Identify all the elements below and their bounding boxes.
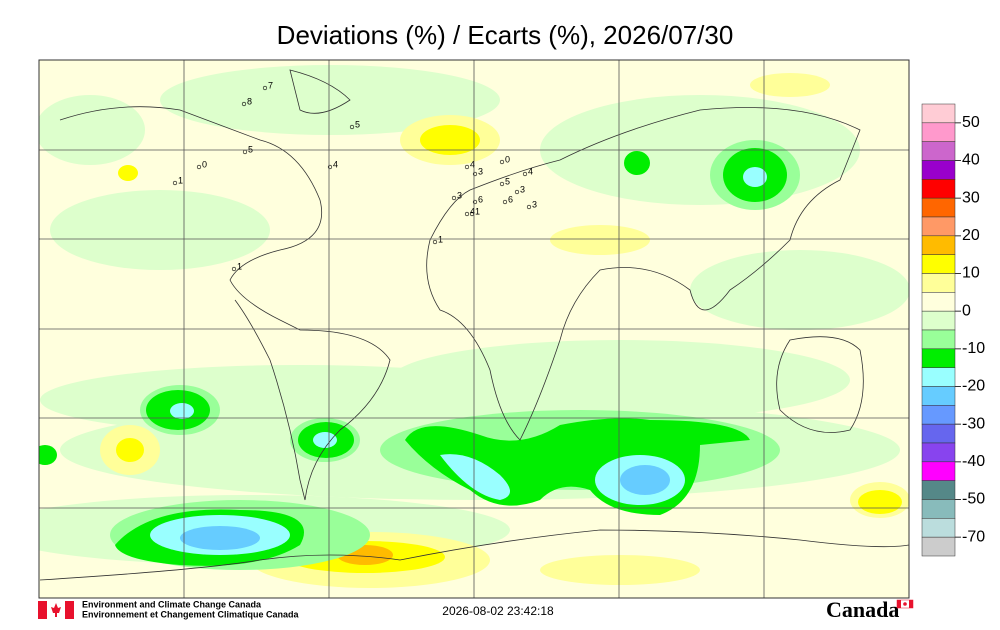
station-marker (349, 124, 355, 130)
station-marker (464, 164, 470, 170)
colorbar-cell (921, 122, 956, 142)
station-marker (432, 239, 438, 245)
station-marker (526, 204, 532, 210)
station-label: 1 (237, 261, 242, 271)
station-marker (464, 211, 470, 217)
station-label: 1 (178, 175, 183, 185)
colorbar-cell (921, 442, 956, 463)
colorbar-cell (921, 423, 956, 444)
wordmark-flag (896, 599, 914, 609)
colorbar-label: 30 (962, 189, 980, 206)
station-marker (499, 159, 505, 165)
station-label: 4 (470, 159, 475, 169)
map-frame (38, 59, 910, 599)
station-label: 3 (478, 166, 483, 176)
station-label: 0 (505, 154, 510, 164)
colorbar-cell (921, 518, 956, 538)
agency-fr: Environnement et Changement Climatique C… (82, 609, 300, 619)
station-marker (172, 180, 178, 186)
colorbar-label: -50 (962, 491, 985, 508)
station-marker (241, 101, 247, 107)
colorbar-cell (921, 480, 956, 500)
station-marker (196, 164, 202, 170)
station-label: 5 (248, 144, 253, 154)
colorbar-label: 0 (962, 302, 971, 319)
colorbar-cell (921, 160, 956, 180)
station-label: 5 (355, 119, 360, 129)
colorbar: 50 40 30 20 10 0 -10 -20 -30 -40 -50 -70 (921, 103, 985, 557)
colorbar-cell (921, 461, 956, 481)
colorbar-label: -20 (962, 378, 985, 395)
footer-logo (38, 601, 74, 619)
colorbar-cell (921, 179, 956, 199)
station-label: 3 (532, 199, 537, 209)
wordmark: Canada (826, 597, 899, 622)
colorbar-cell (921, 367, 956, 387)
station-label: 0 (202, 159, 207, 169)
colorbar-cell (921, 103, 956, 124)
station-label: 6 (508, 194, 513, 204)
station-label: 4 (470, 206, 475, 216)
colorbar-cell (921, 141, 956, 161)
colorbar-cell (921, 310, 956, 331)
station-label: 3 (457, 190, 462, 200)
station-label: 1 (475, 206, 480, 216)
station-label: 4 (528, 166, 533, 176)
colorbar-label: 20 (962, 227, 980, 244)
station-marker (231, 266, 237, 272)
station-marker (502, 199, 508, 205)
colorbar-cell (921, 329, 956, 350)
station-label: 6 (478, 194, 483, 204)
colorbar-label: -30 (962, 415, 985, 432)
colorbar-cell (921, 273, 956, 293)
agency-en: Environment and Climate Change Canada (82, 599, 262, 609)
colorbar-cell (921, 405, 956, 425)
station-marker (514, 189, 520, 195)
colorbar-cell (921, 292, 956, 312)
station-marker (327, 164, 333, 170)
colorbar-cell (921, 235, 956, 255)
station-label: 8 (247, 96, 252, 106)
colorbar-label: 50 (962, 114, 980, 131)
colorbar-label: -70 (962, 528, 985, 545)
station-marker (262, 85, 268, 91)
station-label: 3 (520, 184, 525, 194)
colorbar-label: -40 (962, 453, 985, 470)
colorbar-cell (921, 348, 956, 368)
timestamp: 2026-08-02 23:42:18 (442, 604, 554, 618)
station-marker (472, 199, 478, 205)
station-marker (522, 171, 528, 177)
colorbar-cell (921, 499, 956, 519)
station-marker (499, 181, 505, 187)
station-label: 4 (333, 159, 338, 169)
graticule (39, 60, 909, 598)
colorbar-label: 40 (962, 152, 980, 169)
station-marker (472, 171, 478, 177)
station-label: 7 (268, 80, 273, 90)
colorbar-cell (921, 197, 956, 218)
colorbar-cell (921, 386, 956, 406)
station-label: 5 (505, 176, 510, 186)
colorbar-cell (921, 254, 956, 274)
colorbar-label: -10 (962, 340, 985, 357)
colorbar-cell (921, 216, 956, 237)
title: Deviations (%) / Ecarts (%), 2026/07/30 (277, 20, 734, 50)
colorbar-label: 10 (962, 265, 980, 282)
colorbar-cell (921, 536, 956, 557)
station-marker (451, 195, 457, 201)
